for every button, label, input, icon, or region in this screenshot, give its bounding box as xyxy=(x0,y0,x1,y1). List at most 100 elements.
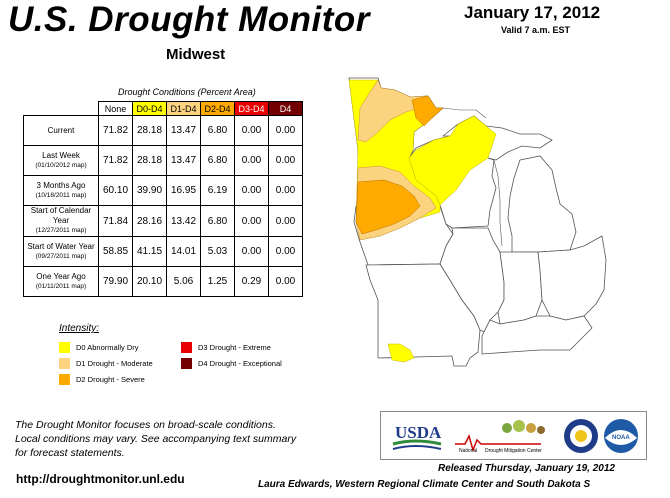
usda-logo-text: USDA xyxy=(395,423,442,442)
legend-label: D4 Drought - Exceptional xyxy=(198,359,282,368)
table-cell: 79.90 xyxy=(98,266,133,297)
table-caption: Drought Conditions (Percent Area) xyxy=(118,87,256,97)
row-sublabel: (09/27/2011 map) xyxy=(35,252,87,260)
noaa-logo-text: NOAA xyxy=(612,435,630,441)
michigan-lp-shape xyxy=(507,155,577,253)
ohio-shape xyxy=(537,235,607,321)
table-header-row: None D0-D4 D1-D4 D2-D4 D3-D4 D4 xyxy=(23,101,303,116)
column-header: D1-D4 xyxy=(166,101,201,116)
footnote: The Drought Monitor focuses on broad-sca… xyxy=(15,418,355,460)
legend-label: D1 Drought - Moderate xyxy=(76,359,153,368)
table-cell: 0.00 xyxy=(268,205,303,237)
table-cell: 0.00 xyxy=(268,115,303,146)
drought-areas xyxy=(348,79,497,363)
table-cell: 5.06 xyxy=(166,266,201,297)
table-cell: 0.00 xyxy=(268,236,303,267)
row-label-text: 3 Months Ago xyxy=(36,180,86,190)
lake-outlines xyxy=(442,107,503,247)
table-cell: 6.80 xyxy=(200,115,235,146)
row-sublabel: (01/11/2011 map) xyxy=(35,282,87,290)
table-cell: 0.00 xyxy=(234,205,269,237)
legend-label: D3 Drought - Extreme xyxy=(198,343,271,352)
table-cell: 28.16 xyxy=(132,205,167,237)
table-row: One Year Ago (01/11/2011 map) 79.90 20.10 5.… xyxy=(23,266,303,297)
table-cell: 28.18 xyxy=(132,145,167,176)
row-label: Start of Calendar Year (12/27/2011 map) xyxy=(23,205,99,237)
table-cell: 6.19 xyxy=(200,175,235,206)
commerce-seal xyxy=(564,419,598,453)
map-date: January 17, 2012 xyxy=(464,3,601,22)
row-sublabel: (01/10/2012 map) xyxy=(35,161,87,169)
table-cell: 0.00 xyxy=(234,175,269,206)
table-row: Start of Calendar Year (12/27/2011 map) 71… xyxy=(23,205,303,237)
legend-swatch-d1 xyxy=(59,358,70,369)
legend-item-d2: D2 Drought - Severe xyxy=(59,374,145,385)
legend-swatch-d4 xyxy=(181,358,192,369)
lake-superior-shore xyxy=(442,107,487,119)
usda-logo: USDA xyxy=(392,423,442,450)
legend-swatch-d2 xyxy=(59,374,70,385)
legend-swatch-d0 xyxy=(59,342,70,353)
website-link[interactable]: http://droughtmonitor.unl.edu xyxy=(16,472,185,486)
legend-label: D0 Abnormally Dry xyxy=(76,343,139,352)
legend-swatch-d3 xyxy=(181,342,192,353)
legend-title: Intensity: xyxy=(59,323,100,334)
table-cell: 13.47 xyxy=(166,115,201,146)
lake-michigan-shore xyxy=(493,159,503,247)
valid-time: Valid 7 a.m. EST xyxy=(501,25,571,35)
region-title: Midwest xyxy=(166,46,226,63)
table-row: Start of Water Year (09/27/2011 map) 58.85… xyxy=(23,236,303,267)
drought-conditions-table: None D0-D4 D1-D4 D2-D4 D3-D4 D4 Current 7… xyxy=(23,101,303,297)
column-header: D0-D4 xyxy=(132,101,167,116)
authors: Laura Edwards, Western Regional Climate … xyxy=(258,479,591,490)
table-cell: 14.01 xyxy=(166,236,201,267)
column-header: D4 xyxy=(268,101,303,116)
table-cell: 13.42 xyxy=(166,205,201,237)
table-cell: 0.00 xyxy=(268,175,303,206)
row-label: 3 Months Ago (10/18/2011 map) xyxy=(23,175,99,206)
table-corner xyxy=(23,101,99,116)
d0-area-wisconsin xyxy=(408,115,497,206)
table-body: Current 71.82 28.18 13.47 6.80 0.00 0.00 Last W… xyxy=(23,115,303,297)
table-cell: 1.25 xyxy=(200,266,235,297)
row-sublabel: (10/18/2011 map) xyxy=(35,191,87,199)
row-sublabel: (12/27/2011 map) xyxy=(35,227,87,234)
row-label: Current xyxy=(23,115,99,146)
ndmc-logo-text: National xyxy=(459,448,477,454)
table-cell: 6.80 xyxy=(200,205,235,237)
legend-item-d0: D0 Abnormally Dry xyxy=(59,342,139,353)
row-label: Start of Water Year (09/27/2011 map) xyxy=(23,236,99,267)
table-cell: 0.00 xyxy=(234,115,269,146)
row-label-text: Start of Water Year xyxy=(27,241,95,251)
row-label-text: One Year Ago xyxy=(36,271,86,281)
table-cell: 0.29 xyxy=(234,266,269,297)
table-cell: 60.10 xyxy=(98,175,133,206)
row-label-text: Current xyxy=(47,125,75,135)
kentucky-shape xyxy=(481,315,593,355)
table-cell: 0.00 xyxy=(234,236,269,267)
table-cell: 0.00 xyxy=(268,266,303,297)
legend-item-d4: D4 Drought - Exceptional xyxy=(181,358,282,369)
column-header: D3-D4 xyxy=(234,101,269,116)
table-cell: 41.15 xyxy=(132,236,167,267)
legend-item-d3: D3 Drought - Extreme xyxy=(181,342,271,353)
table-cell: 13.47 xyxy=(166,145,201,176)
logo-strip: USDA National Drought Mitigation Center … xyxy=(392,419,638,454)
footnote-line: for forecast statements. xyxy=(15,447,125,459)
column-header: D2-D4 xyxy=(200,101,235,116)
table-cell: 16.95 xyxy=(166,175,201,206)
table-cell: 71.82 xyxy=(98,115,133,146)
table-row: 3 Months Ago (10/18/2011 map) 60.10 39.90 16… xyxy=(23,175,303,206)
row-label: One Year Ago (01/11/2011 map) xyxy=(23,266,99,297)
footnote-line: Local conditions may vary. See accompany… xyxy=(15,433,297,445)
d1-area-north xyxy=(357,79,429,143)
table-row: Current 71.82 28.18 13.47 6.80 0.00 0.00 xyxy=(23,115,303,146)
release-date: Released Thursday, January 19, 2012 xyxy=(438,463,615,474)
legend-label: D2 Drought - Severe xyxy=(76,375,145,384)
table-cell: 5.03 xyxy=(200,236,235,267)
main-title: U.S. Drought Monitor xyxy=(8,0,370,39)
table-cell: 0.00 xyxy=(268,145,303,176)
row-label-text: Start of Calendar Year xyxy=(30,206,92,225)
column-header: None xyxy=(98,101,133,116)
midwest-map xyxy=(348,77,607,367)
